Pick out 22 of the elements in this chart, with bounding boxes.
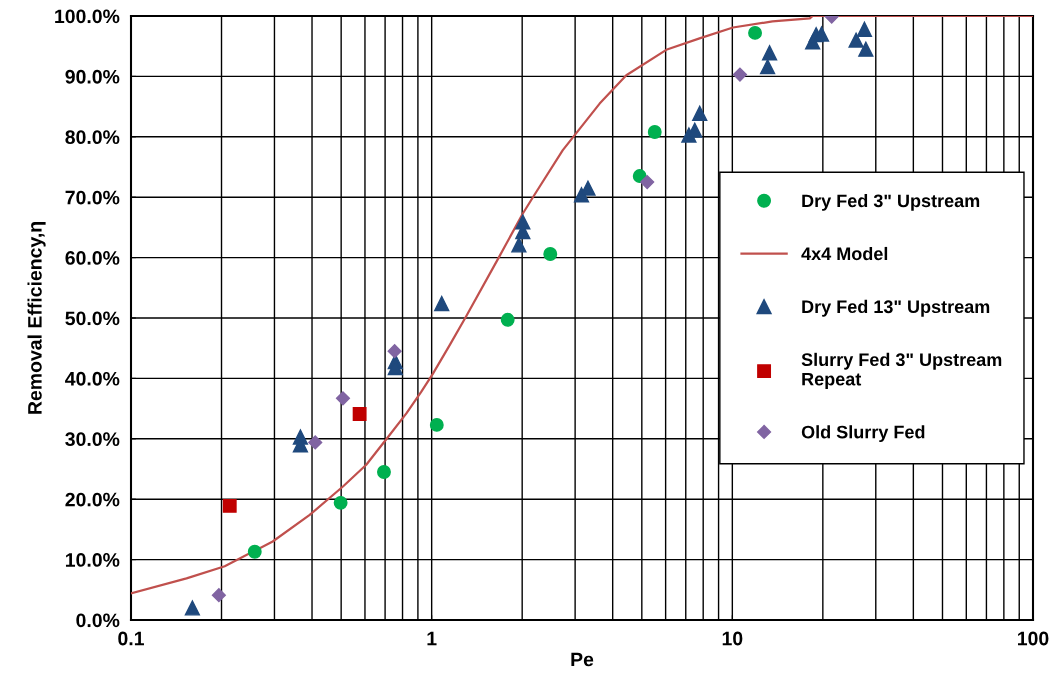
x-tick-label: 0.1 (118, 631, 144, 646)
x-tick-label: 10 (722, 631, 743, 646)
legend-label: 4x4 Model (801, 246, 888, 261)
y-axis-title: Removal Efficiency,η (27, 222, 46, 414)
y-tick-label: 40.0% (65, 371, 120, 386)
legend-label: Dry Fed 3" Upstream (802, 193, 980, 211)
x-tick-label: 1 (427, 631, 437, 646)
y-tick-label: 50.0% (65, 311, 120, 326)
y-tick-label: 70.0% (65, 190, 120, 205)
y-tick-label: 80.0% (65, 130, 120, 145)
y-tick-label: 20.0% (65, 492, 120, 507)
legend-label: Old Slurry Fed (801, 425, 925, 443)
legend-label: Dry Fed 13" Upstream (802, 299, 990, 317)
y-tick-label: 90.0% (65, 69, 120, 84)
y-tick-label: 100.0% (55, 9, 120, 24)
y-tick-label: 30.0% (65, 432, 120, 447)
y-tick-label: 60.0% (65, 251, 120, 265)
y-tick-label: 10.0% (65, 553, 120, 567)
legend-label: Slurry Fed 3" Upstream Repeat (801, 352, 1002, 390)
x-tick-label: 100 (1018, 631, 1049, 646)
y-tick-label: 0.0% (76, 613, 120, 628)
x-axis-title: Pe (571, 652, 594, 667)
